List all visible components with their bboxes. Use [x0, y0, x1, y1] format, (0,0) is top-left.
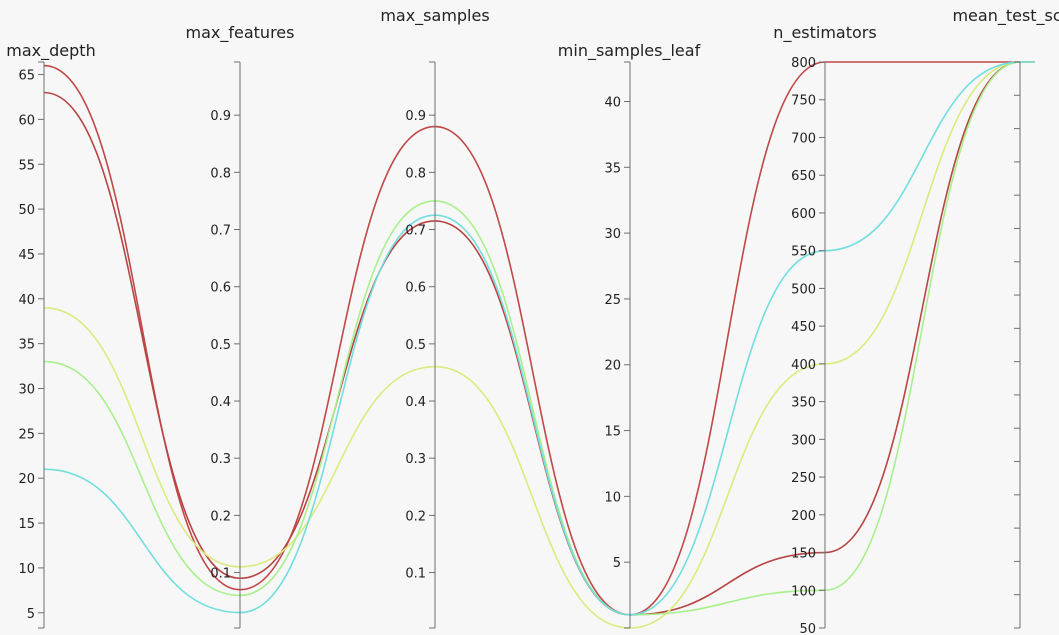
- axis-title: max_samples: [380, 6, 489, 26]
- tick-label: 40: [604, 95, 621, 110]
- tick-label: 20: [18, 472, 35, 487]
- axis-title: mean_test_score: [952, 6, 1059, 26]
- tick-label: 200: [791, 509, 816, 524]
- tick-label: 0.9: [210, 109, 231, 124]
- tick-label: 35: [604, 161, 621, 176]
- tick-label: 0.6: [210, 281, 231, 296]
- tick-label: 0.5: [210, 338, 231, 353]
- tick-label: 0.8: [210, 166, 231, 181]
- series-line-1: [43, 61, 1035, 616]
- tick-label: 0.3: [405, 452, 426, 467]
- tick-label: 50: [799, 622, 816, 635]
- tick-label: 5: [613, 556, 621, 571]
- axis-mean-test-score: mean_test_score: [952, 6, 1059, 629]
- series-lines: [43, 61, 1035, 629]
- axis-title: n_estimators: [773, 23, 876, 43]
- tick-label: 25: [604, 293, 621, 308]
- tick-label: 55: [18, 158, 35, 173]
- axis-n-estimators: 50 100 150 200 250 300 350 400 450 500 550 600 650 70…: [773, 23, 876, 635]
- axis-title: min_samples_leaf: [558, 41, 701, 61]
- tick-label: 0.1: [210, 567, 231, 582]
- tick-label: 0.6: [405, 281, 426, 296]
- tick-label: 50: [18, 203, 35, 218]
- tick-label: 15: [18, 517, 35, 532]
- tick-label: 0.7: [405, 224, 426, 239]
- axis-max-depth: 5 10 15 20 25 30 35 40 45 50 55 60 65 max_depth: [6, 41, 96, 629]
- tick-label: 5: [27, 607, 35, 622]
- tick-label: 0.7: [210, 224, 231, 239]
- tick-label: 10: [604, 490, 621, 505]
- tick-label: 30: [604, 227, 621, 242]
- tick-label: 350: [791, 396, 816, 411]
- tick-label: 650: [791, 169, 816, 184]
- axis-max-features: 0.1 0.2 0.3 0.4 0.5 0.6 0.7 0.8 0.9 max_features: [186, 23, 295, 629]
- tick-label: 750: [791, 94, 816, 109]
- tick-label: 400: [791, 358, 816, 373]
- axis-title: max_features: [186, 23, 295, 43]
- axis-title: max_depth: [6, 41, 95, 61]
- tick-label: 0.1: [405, 567, 426, 582]
- tick-label: 0.2: [210, 509, 231, 524]
- tick-label: 25: [18, 427, 35, 442]
- tick-label: 40: [18, 293, 35, 308]
- tick-label: 0.2: [405, 509, 426, 524]
- axis-min-samples-leaf: 5 10 15 20 25 30 35 40 min_samples_leaf: [558, 41, 701, 629]
- tick-label: 10: [18, 562, 35, 577]
- tick-label: 0.8: [405, 166, 426, 181]
- tick-label: 100: [791, 584, 816, 599]
- tick-label: 0.5: [405, 338, 426, 353]
- tick-label: 20: [604, 359, 621, 374]
- tick-label: 60: [18, 113, 35, 128]
- tick-label: 0.4: [210, 395, 231, 410]
- tick-label: 30: [18, 383, 35, 398]
- tick-label: 0.4: [405, 395, 426, 410]
- axes: 5 10 15 20 25 30 35 40 45 50 55 60 65 max_depth 0.1 0.2…: [6, 6, 1059, 635]
- tick-label: 150: [791, 547, 816, 562]
- tick-label: 15: [604, 425, 621, 440]
- tick-label: 500: [791, 282, 816, 297]
- tick-label: 300: [791, 433, 816, 448]
- tick-label: 450: [791, 320, 816, 335]
- tick-label: 800: [791, 56, 816, 71]
- series-line-4: [43, 61, 1035, 616]
- axis-max-samples: 0.1 0.2 0.3 0.4 0.5 0.6 0.7 0.8 0.9 max_samples: [380, 6, 490, 629]
- tick-label: 700: [791, 131, 816, 146]
- tick-label: 550: [791, 245, 816, 260]
- tick-label: 45: [18, 248, 35, 263]
- tick-label: 65: [18, 69, 35, 84]
- tick-label: 0.3: [210, 452, 231, 467]
- series-line-2: [43, 61, 1035, 616]
- tick-label: 600: [791, 207, 816, 222]
- series-line-3: [43, 61, 1035, 629]
- tick-label: 0.9: [405, 109, 426, 124]
- tick-label: 35: [18, 338, 35, 353]
- tick-label: 250: [791, 471, 816, 486]
